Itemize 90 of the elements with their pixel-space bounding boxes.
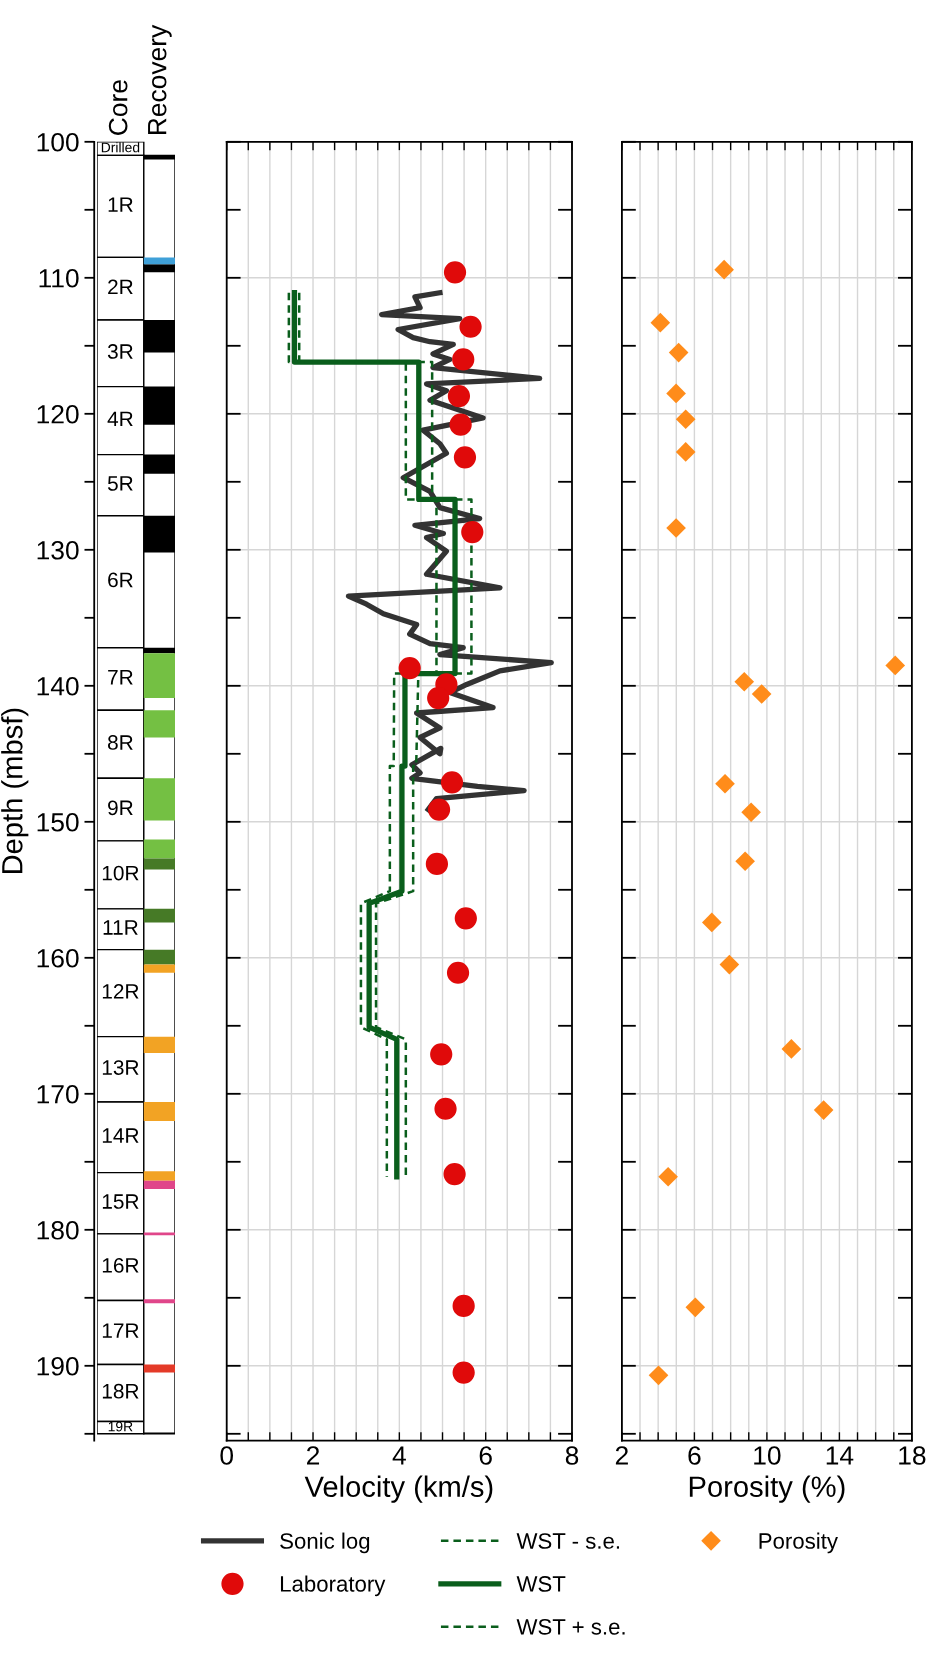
point xyxy=(666,518,686,538)
y-axis-title: Depth (mbsf) xyxy=(1,708,29,874)
point xyxy=(675,409,696,430)
y-tick-label: 180 xyxy=(37,1220,79,1240)
point xyxy=(427,798,451,821)
annotation: 1R xyxy=(108,197,133,212)
y-tick-label: 160 xyxy=(37,948,79,968)
point xyxy=(751,684,772,704)
point xyxy=(813,1100,834,1120)
annotation: 19R xyxy=(108,1421,133,1432)
x-tick-label: 6 xyxy=(479,1446,492,1465)
point xyxy=(443,1162,466,1186)
point xyxy=(650,312,671,333)
x-tick-label: 6 xyxy=(688,1446,701,1465)
point xyxy=(430,1043,453,1066)
y-tick-label: 110 xyxy=(39,268,79,288)
annotation: 2R xyxy=(108,279,133,295)
y-tick-label: 190 xyxy=(37,1356,79,1376)
annotation: 14R xyxy=(102,1128,139,1143)
annotation: 16R xyxy=(102,1258,139,1273)
point xyxy=(675,442,696,462)
annotation: 3R xyxy=(107,344,133,359)
x-tick-label: 2 xyxy=(307,1446,320,1465)
point xyxy=(427,686,450,710)
annotation: 8R xyxy=(107,735,133,750)
x-tick-label: 14 xyxy=(826,1446,854,1465)
point xyxy=(719,954,740,975)
legend-label: Sonic log xyxy=(280,1532,370,1554)
annotation: Drilled xyxy=(101,142,140,153)
x-tick-label: Recovery xyxy=(148,24,172,135)
point xyxy=(454,907,477,930)
annotation: 17R xyxy=(102,1323,139,1338)
point xyxy=(398,657,421,680)
x-tick-label: 10 xyxy=(754,1446,781,1465)
point xyxy=(701,912,722,933)
legend-label: WST - s.e. xyxy=(516,1533,620,1549)
point xyxy=(735,851,755,872)
point xyxy=(714,259,734,280)
point xyxy=(648,1365,669,1386)
y-tick-label: 120 xyxy=(37,404,79,424)
x-tick-label: 2 xyxy=(615,1446,628,1465)
point xyxy=(440,771,464,794)
annotation: 9R xyxy=(108,800,133,816)
point xyxy=(781,1039,802,1059)
annotation: 11R xyxy=(103,920,138,935)
point xyxy=(452,1294,475,1318)
point xyxy=(452,348,475,371)
point xyxy=(685,1297,706,1318)
annotation: 6R xyxy=(108,572,133,588)
point xyxy=(425,852,449,876)
legend-label: WST + s.e. xyxy=(516,1619,625,1635)
x-tick-label: 0 xyxy=(220,1446,234,1465)
annotation: 4R xyxy=(107,411,133,426)
x-axis-title: Porosity (%) xyxy=(689,1475,845,1503)
legend-label: WST xyxy=(516,1576,566,1592)
point xyxy=(885,655,906,676)
point xyxy=(452,1361,475,1384)
annotation: 15R xyxy=(102,1194,139,1209)
point xyxy=(715,773,735,794)
annotation: 7R xyxy=(108,670,133,685)
x-axis-title: Velocity (km/s) xyxy=(304,1475,493,1503)
legend-label: Porosity xyxy=(759,1532,838,1554)
point xyxy=(658,1166,678,1187)
x-tick-label: 18 xyxy=(899,1446,926,1465)
y-tick-label: 170 xyxy=(37,1084,79,1104)
point xyxy=(446,961,470,984)
x-tick-label: 4 xyxy=(392,1446,406,1465)
x-tick-label: Core xyxy=(108,80,128,135)
point xyxy=(447,385,471,408)
annotation: 13R xyxy=(102,1060,139,1075)
point xyxy=(443,261,467,284)
x-tick-label: 8 xyxy=(565,1446,579,1465)
point xyxy=(666,383,686,404)
legend-label: Laboratory xyxy=(280,1575,386,1597)
y-tick-label: 130 xyxy=(37,540,79,560)
annotation: 5R xyxy=(107,476,133,491)
point xyxy=(449,413,472,436)
point xyxy=(461,521,484,544)
y-tick-label: 140 xyxy=(37,676,79,696)
point xyxy=(459,315,482,338)
point xyxy=(453,446,477,469)
annotation: 18R xyxy=(102,1383,139,1399)
y-tick-label: 100 xyxy=(37,132,79,152)
annotation: 10R xyxy=(102,865,139,881)
point xyxy=(741,802,761,823)
annotation: 12R xyxy=(102,984,139,999)
point xyxy=(734,671,755,692)
point xyxy=(668,342,689,363)
y-tick-label: 150 xyxy=(37,812,79,832)
point xyxy=(434,1097,457,1120)
